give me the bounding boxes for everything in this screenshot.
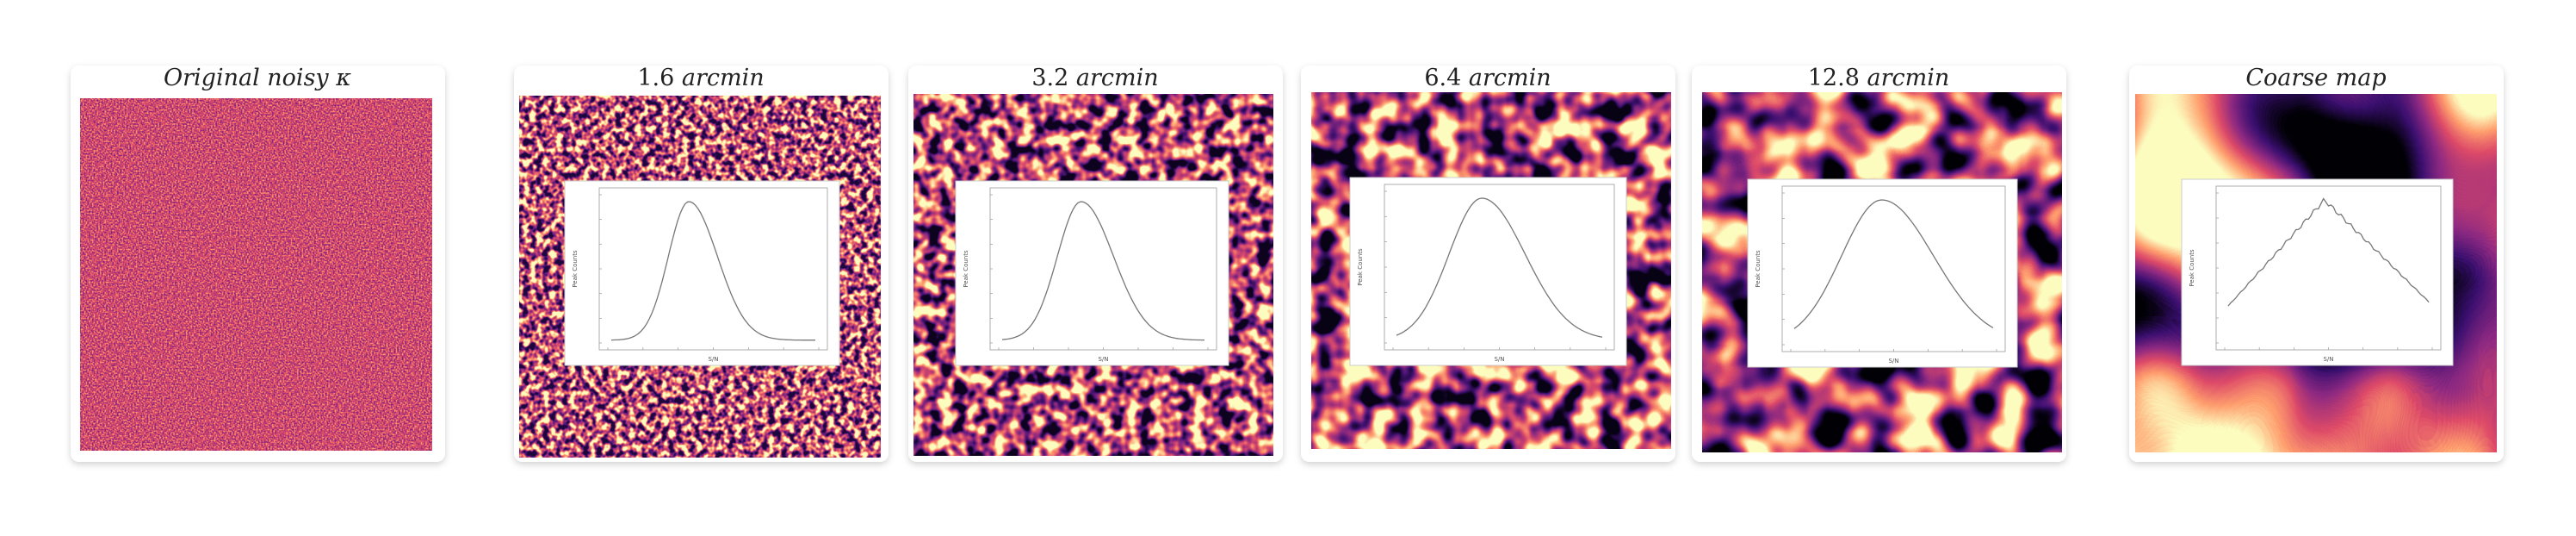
inset-curve (1396, 197, 1603, 338)
resolution: 12.8 (1808, 65, 1860, 91)
panel: Original noisy κ (71, 65, 445, 462)
panel: Coarse map S/N Peak Counts (2129, 65, 2504, 462)
resolution: 3.2 (1031, 65, 1068, 91)
resolution: 6.4 (1424, 65, 1461, 91)
inset-y-label: Peak Counts (1755, 250, 1762, 288)
inset-x-label: S/N (1888, 358, 1898, 365)
unit: arcmin (682, 65, 765, 91)
unit: arcmin (1867, 65, 1949, 91)
inset-curve (1001, 201, 1204, 341)
panel: 6.4 arcmin S/N Peak Counts (1301, 65, 1675, 462)
title-space (1860, 65, 1867, 91)
inset-curve (1793, 199, 1994, 329)
unit: arcmin (1469, 65, 1551, 91)
unit: arcmin (1076, 65, 1159, 91)
inset-x-label: S/N (2323, 356, 2333, 363)
title-symbol: κ (335, 65, 351, 91)
title-space (329, 65, 337, 91)
panel: 12.8 arcmin S/N Peak Counts (1692, 65, 2066, 462)
inset-x-label: S/N (1098, 356, 1108, 363)
inset-frame (2181, 178, 2454, 366)
title-space (674, 65, 682, 91)
inset-frame (955, 180, 1229, 366)
inset-x-label: S/N (708, 356, 718, 363)
panel-title: 12.8 arcmin (1808, 65, 1949, 91)
inset-x-label: S/N (1494, 356, 1504, 363)
panel-title: 3.2 arcmin (1031, 65, 1158, 91)
panel: 3.2 arcmin S/N Peak Counts (908, 65, 1283, 462)
inset-y-label: Peak Counts (1357, 248, 1364, 286)
title-text: Original noisy (164, 65, 329, 91)
title-space (1461, 65, 1469, 91)
inset-curve (2227, 197, 2430, 307)
title-text: Coarse map (2245, 65, 2386, 91)
inset-y-label: Peak Counts (2189, 249, 2195, 287)
title-space (1068, 65, 1076, 91)
inset-y-label: Peak Counts (963, 250, 969, 288)
panel-title: Coarse map (2245, 65, 2386, 91)
inset-frame (564, 180, 840, 366)
panel: 1.6 arcmin S/N Peak Counts (514, 65, 889, 462)
resolution: 1.6 (637, 65, 674, 91)
inset-frame (1349, 177, 1627, 366)
inset-y-label: Peak Counts (572, 250, 579, 288)
map (80, 98, 432, 451)
panel-title: Original noisy κ (164, 65, 351, 91)
panel-title: 6.4 arcmin (1424, 65, 1551, 91)
inset-frame (1747, 178, 2018, 368)
inset-curve (610, 201, 815, 341)
panel-title: 1.6 arcmin (637, 65, 764, 91)
